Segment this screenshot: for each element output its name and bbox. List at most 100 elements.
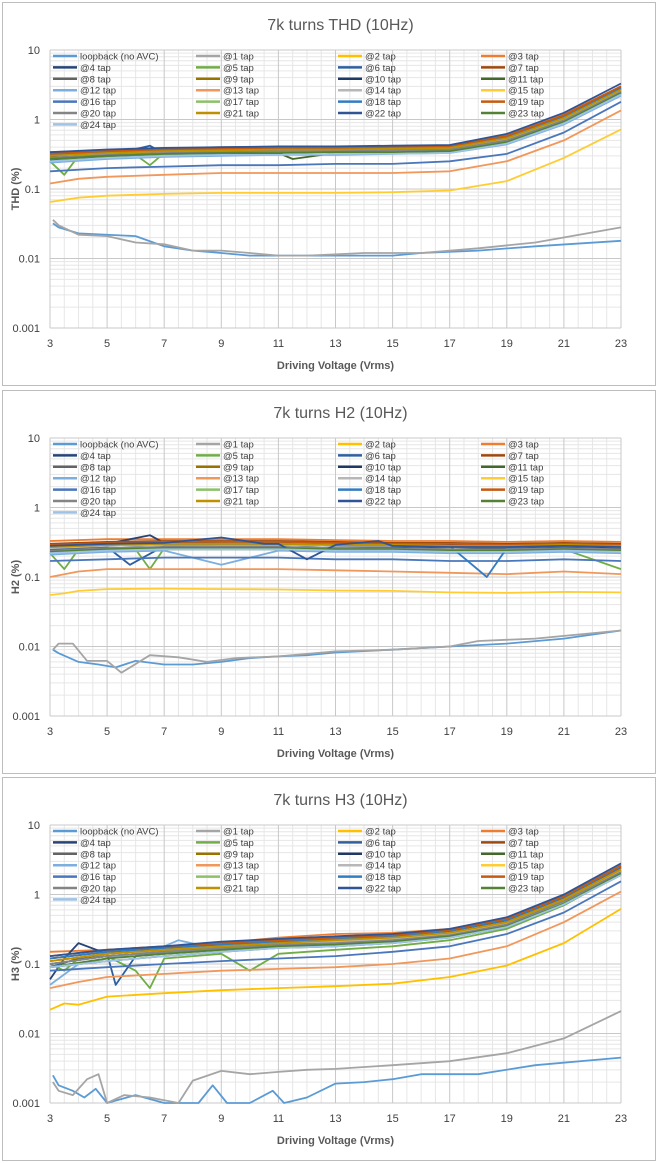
x-tick-label: 3 <box>47 726 53 738</box>
x-tick-label: 9 <box>218 1113 224 1125</box>
x-axis-label: Driving Voltage (Vrms) <box>277 1135 394 1147</box>
y-axis-label: H2 (%) <box>10 560 22 595</box>
legend-label: @17 tap <box>223 485 259 496</box>
legend-label: @6 tap <box>365 451 396 462</box>
series-line-21 <box>49 546 622 552</box>
series-line-17 <box>49 880 622 972</box>
series-line-22 <box>49 88 622 157</box>
legend-label: loopback (no AVC) <box>80 440 159 451</box>
legend-label: @12 tap <box>80 86 116 97</box>
x-tick-label: 7 <box>161 726 167 738</box>
legend-label: @1 tap <box>223 440 254 451</box>
series-line-23 <box>49 862 622 957</box>
legend: loopback (no AVC) @1 tap @2 tap @3 tap @4 ta… <box>53 440 544 519</box>
legend-label: @4 tap <box>80 63 111 74</box>
series-line-21 <box>49 871 622 965</box>
x-tick-label: 3 <box>47 338 53 350</box>
series-line-25 <box>49 548 622 555</box>
legend-label: @21 tap <box>223 109 259 120</box>
legend-label: @17 tap <box>223 872 259 883</box>
x-tick-label: 11 <box>273 726 284 738</box>
legend-label: @18 tap <box>365 872 401 883</box>
legend-label: @13 tap <box>223 474 259 485</box>
series-line-17 <box>49 101 622 173</box>
x-axis-label: Driving Voltage (Vrms) <box>277 748 394 760</box>
x-tick-label: 21 <box>558 1113 570 1125</box>
legend-label: @16 tap <box>80 97 116 108</box>
x-tick-label: 13 <box>329 726 341 738</box>
legend-label: @15 tap <box>508 86 544 97</box>
series-lines <box>49 534 622 674</box>
x-tick-label: 5 <box>104 1113 110 1125</box>
x-tick-label: 5 <box>104 726 110 738</box>
y-tick-label: 1 <box>34 115 40 127</box>
legend-label: @7 tap <box>508 838 539 849</box>
legend-label: @23 tap <box>508 884 544 895</box>
legend-label: @21 tap <box>223 884 259 895</box>
legend-label: @8 tap <box>80 74 111 85</box>
chart-thd: 7k turns THD (10Hz) 0.001 0.01 0.1 1 10 3 5 7 9 11… <box>10 17 627 372</box>
legend-label: @21 tap <box>223 497 259 508</box>
legend-label: @18 tap <box>365 485 401 496</box>
series-line-1 <box>52 1056 622 1104</box>
legend-label: @19 tap <box>508 97 544 108</box>
series-line-20 <box>49 85 622 155</box>
legend-label: @9 tap <box>223 462 254 473</box>
series-line-23 <box>49 82 622 153</box>
legend-label: @3 tap <box>508 52 539 63</box>
series-line-2 <box>52 629 622 674</box>
legend-label: @1 tap <box>223 52 254 63</box>
y-axis-label: THD (%) <box>10 167 22 210</box>
legend-label: @6 tap <box>365 63 396 74</box>
x-tick-label: 23 <box>615 726 627 738</box>
legend-label: @19 tap <box>508 872 544 883</box>
legend-label: @10 tap <box>365 74 401 85</box>
legend-label: @4 tap <box>80 838 111 849</box>
series-line-23 <box>49 536 622 561</box>
x-tick-label: 7 <box>161 1113 167 1125</box>
y-axis-label: H3 (%) <box>10 947 22 982</box>
legend-label: loopback (no AVC) <box>80 827 159 838</box>
legend-label: @23 tap <box>508 497 544 508</box>
x-tick-label: 13 <box>329 1113 341 1125</box>
series-line-2 <box>52 1010 622 1104</box>
x-tick-label: 17 <box>444 726 456 738</box>
legend-label: @3 tap <box>508 440 539 451</box>
x-tick-label: 11 <box>273 1113 284 1125</box>
legend-label: @22 tap <box>365 884 401 895</box>
x-tick-label: 3 <box>47 1113 53 1125</box>
legend-label: @3 tap <box>508 827 539 838</box>
series-line-8 <box>49 540 622 545</box>
x-axis-label: Driving Voltage (Vrms) <box>277 360 394 372</box>
x-tick-label: 13 <box>329 338 341 350</box>
legend-label: @5 tap <box>223 63 254 74</box>
legend-label: @24 tap <box>80 508 116 519</box>
legend-label: @20 tap <box>80 109 116 120</box>
y-tick-label: 0.001 <box>12 323 40 335</box>
x-tick-label: 15 <box>386 1113 398 1125</box>
series-line-14 <box>49 109 622 185</box>
legend-label: @1 tap <box>223 827 254 838</box>
grid <box>49 824 622 1104</box>
y-tick-label: 1 <box>34 503 40 515</box>
legend-label: @10 tap <box>365 849 401 860</box>
x-tick-label: 15 <box>386 338 398 350</box>
x-tick-label: 21 <box>558 726 570 738</box>
legend-label: @13 tap <box>223 86 259 97</box>
legend-label: @2 tap <box>365 52 396 63</box>
x-tick-label: 7 <box>161 338 167 350</box>
x-tick-label: 21 <box>558 338 570 350</box>
series-line-1 <box>52 629 622 669</box>
y-tick-label: 10 <box>28 820 40 832</box>
legend-label: @15 tap <box>508 474 544 485</box>
series-line-13 <box>49 549 622 566</box>
legend-label: @17 tap <box>223 97 259 108</box>
x-tick-label: 17 <box>444 338 456 350</box>
legend-label: @14 tap <box>365 86 401 97</box>
chart-title: 7k turns THD (10Hz) <box>267 17 413 34</box>
legend-label: @22 tap <box>365 497 401 508</box>
x-tick-label: 19 <box>501 726 513 738</box>
legend-label: @12 tap <box>80 474 116 485</box>
legend-label: @5 tap <box>223 451 254 462</box>
legend-label: @19 tap <box>508 485 544 496</box>
